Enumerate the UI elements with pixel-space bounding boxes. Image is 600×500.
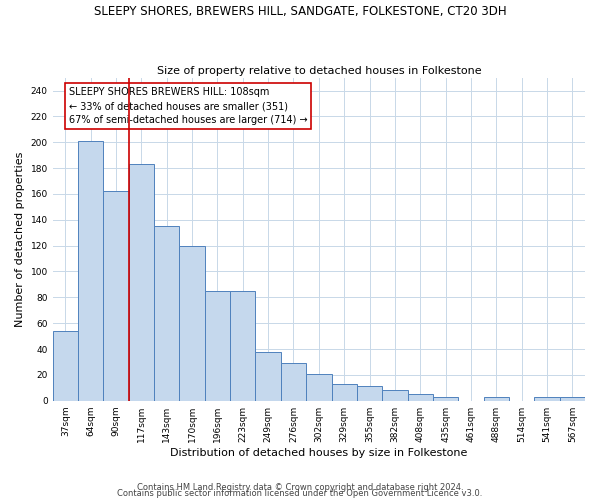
- Bar: [129, 164, 154, 400]
- Bar: [205, 291, 230, 401]
- Bar: [306, 374, 332, 400]
- Bar: [332, 384, 357, 400]
- Title: Size of property relative to detached houses in Folkestone: Size of property relative to detached ho…: [157, 66, 481, 76]
- Text: Contains public sector information licensed under the Open Government Licence v3: Contains public sector information licen…: [118, 490, 482, 498]
- Bar: [154, 226, 179, 400]
- Bar: [281, 363, 306, 401]
- Bar: [382, 390, 407, 400]
- Bar: [179, 246, 205, 400]
- Bar: [484, 397, 509, 400]
- Bar: [78, 141, 103, 401]
- Text: Contains HM Land Registry data © Crown copyright and database right 2024.: Contains HM Land Registry data © Crown c…: [137, 484, 463, 492]
- Bar: [357, 386, 382, 400]
- Bar: [407, 394, 433, 400]
- Bar: [53, 331, 78, 400]
- Text: SLEEPY SHORES, BREWERS HILL, SANDGATE, FOLKESTONE, CT20 3DH: SLEEPY SHORES, BREWERS HILL, SANDGATE, F…: [94, 5, 506, 18]
- Bar: [256, 352, 281, 401]
- X-axis label: Distribution of detached houses by size in Folkestone: Distribution of detached houses by size …: [170, 448, 467, 458]
- Y-axis label: Number of detached properties: Number of detached properties: [15, 152, 25, 327]
- Text: SLEEPY SHORES BREWERS HILL: 108sqm
← 33% of detached houses are smaller (351)
67: SLEEPY SHORES BREWERS HILL: 108sqm ← 33%…: [68, 88, 307, 126]
- Bar: [560, 397, 585, 400]
- Bar: [230, 291, 256, 401]
- Bar: [535, 397, 560, 400]
- Bar: [433, 397, 458, 400]
- Bar: [103, 192, 129, 400]
